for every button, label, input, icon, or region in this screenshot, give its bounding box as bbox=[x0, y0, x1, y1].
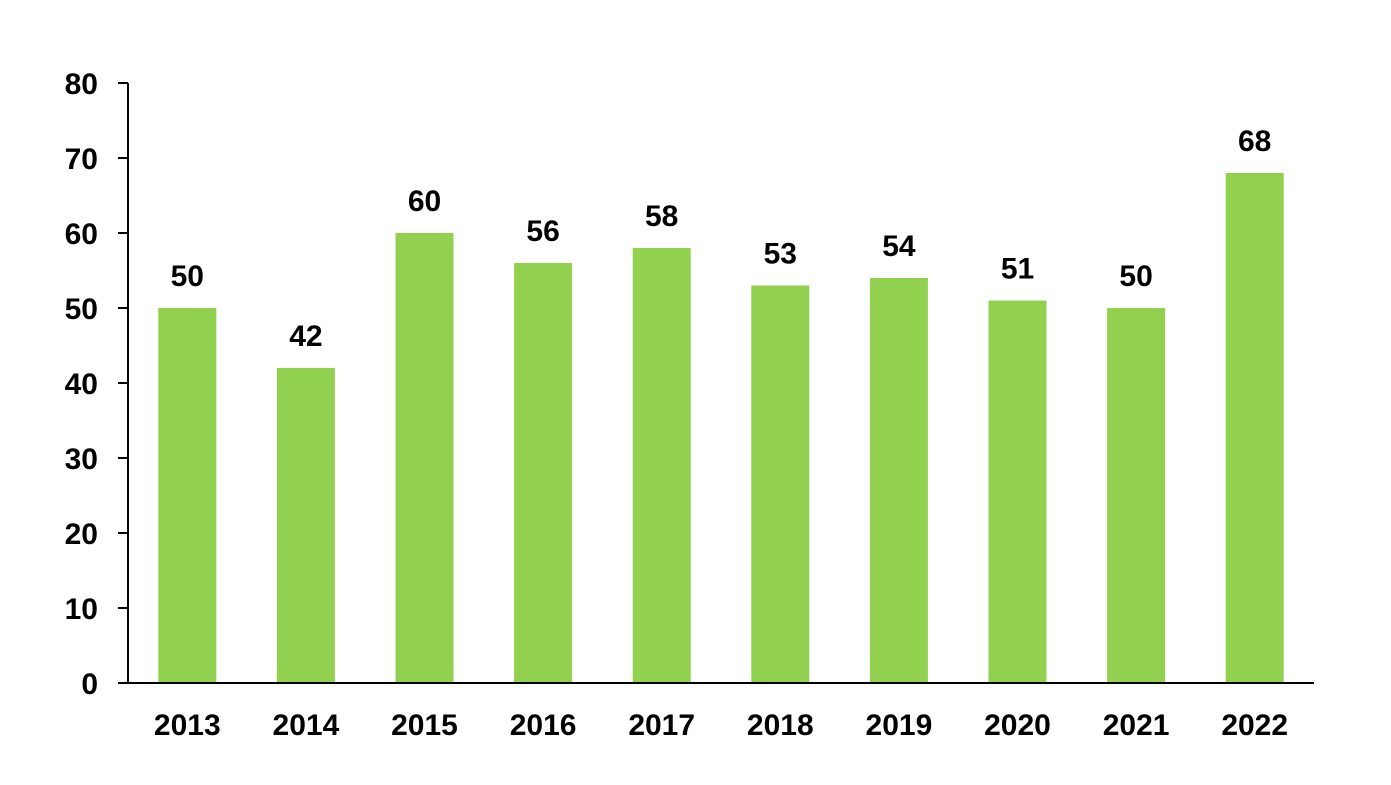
x-tick-label: 2022 bbox=[1221, 709, 1288, 742]
y-axis: 0 10 20 30 40 50 60 70 80 bbox=[65, 68, 129, 701]
data-label: 60 bbox=[408, 185, 441, 218]
data-labels-group: 50 42 60 56 58 53 54 51 50 68 bbox=[171, 125, 1272, 353]
data-label: 56 bbox=[526, 215, 559, 248]
x-tick-label: 2017 bbox=[628, 709, 695, 742]
y-ticks-group: 0 10 20 30 40 50 60 70 80 bbox=[65, 68, 128, 701]
x-tick-label: 2018 bbox=[747, 709, 814, 742]
y-tick-label: 80 bbox=[65, 68, 98, 101]
x-tick-label: 2016 bbox=[510, 709, 577, 742]
x-tick-label: 2013 bbox=[154, 709, 221, 742]
data-label: 54 bbox=[882, 230, 916, 263]
x-tick-label: 2019 bbox=[866, 709, 933, 742]
data-label: 58 bbox=[645, 200, 678, 233]
data-label: 42 bbox=[289, 320, 322, 353]
data-label: 53 bbox=[764, 238, 797, 271]
y-tick-label: 30 bbox=[65, 443, 98, 476]
y-tick-label: 0 bbox=[81, 668, 98, 701]
bar bbox=[869, 278, 928, 683]
bar bbox=[158, 308, 217, 683]
x-ticks-group: 2013 2014 2015 2016 2017 2018 2019 2020 2021 2022 bbox=[154, 709, 1288, 742]
x-tick-label: 2014 bbox=[273, 709, 340, 742]
bar bbox=[395, 233, 454, 683]
bar bbox=[1225, 173, 1284, 683]
data-label: 50 bbox=[1119, 260, 1152, 293]
x-axis: 2013 2014 2015 2016 2017 2018 2019 2020 2021 2022 bbox=[128, 682, 1314, 742]
y-tick-label: 70 bbox=[65, 143, 98, 176]
bar bbox=[1107, 308, 1166, 683]
x-tick-label: 2015 bbox=[391, 709, 458, 742]
y-tick-label: 40 bbox=[65, 368, 98, 401]
bars-group bbox=[158, 173, 1284, 683]
bar bbox=[514, 263, 573, 683]
data-label: 50 bbox=[171, 260, 204, 293]
data-label: 51 bbox=[1001, 253, 1034, 286]
x-tick-label: 2021 bbox=[1103, 709, 1170, 742]
y-tick-label: 50 bbox=[65, 293, 98, 326]
bar bbox=[751, 285, 810, 683]
y-tick-label: 10 bbox=[65, 593, 98, 626]
bar bbox=[632, 248, 691, 683]
bar bbox=[988, 300, 1047, 683]
x-tick-label: 2020 bbox=[984, 709, 1051, 742]
data-label: 68 bbox=[1238, 125, 1271, 158]
y-tick-label: 20 bbox=[65, 518, 98, 551]
bar bbox=[276, 368, 335, 683]
y-tick-label: 60 bbox=[65, 218, 98, 251]
